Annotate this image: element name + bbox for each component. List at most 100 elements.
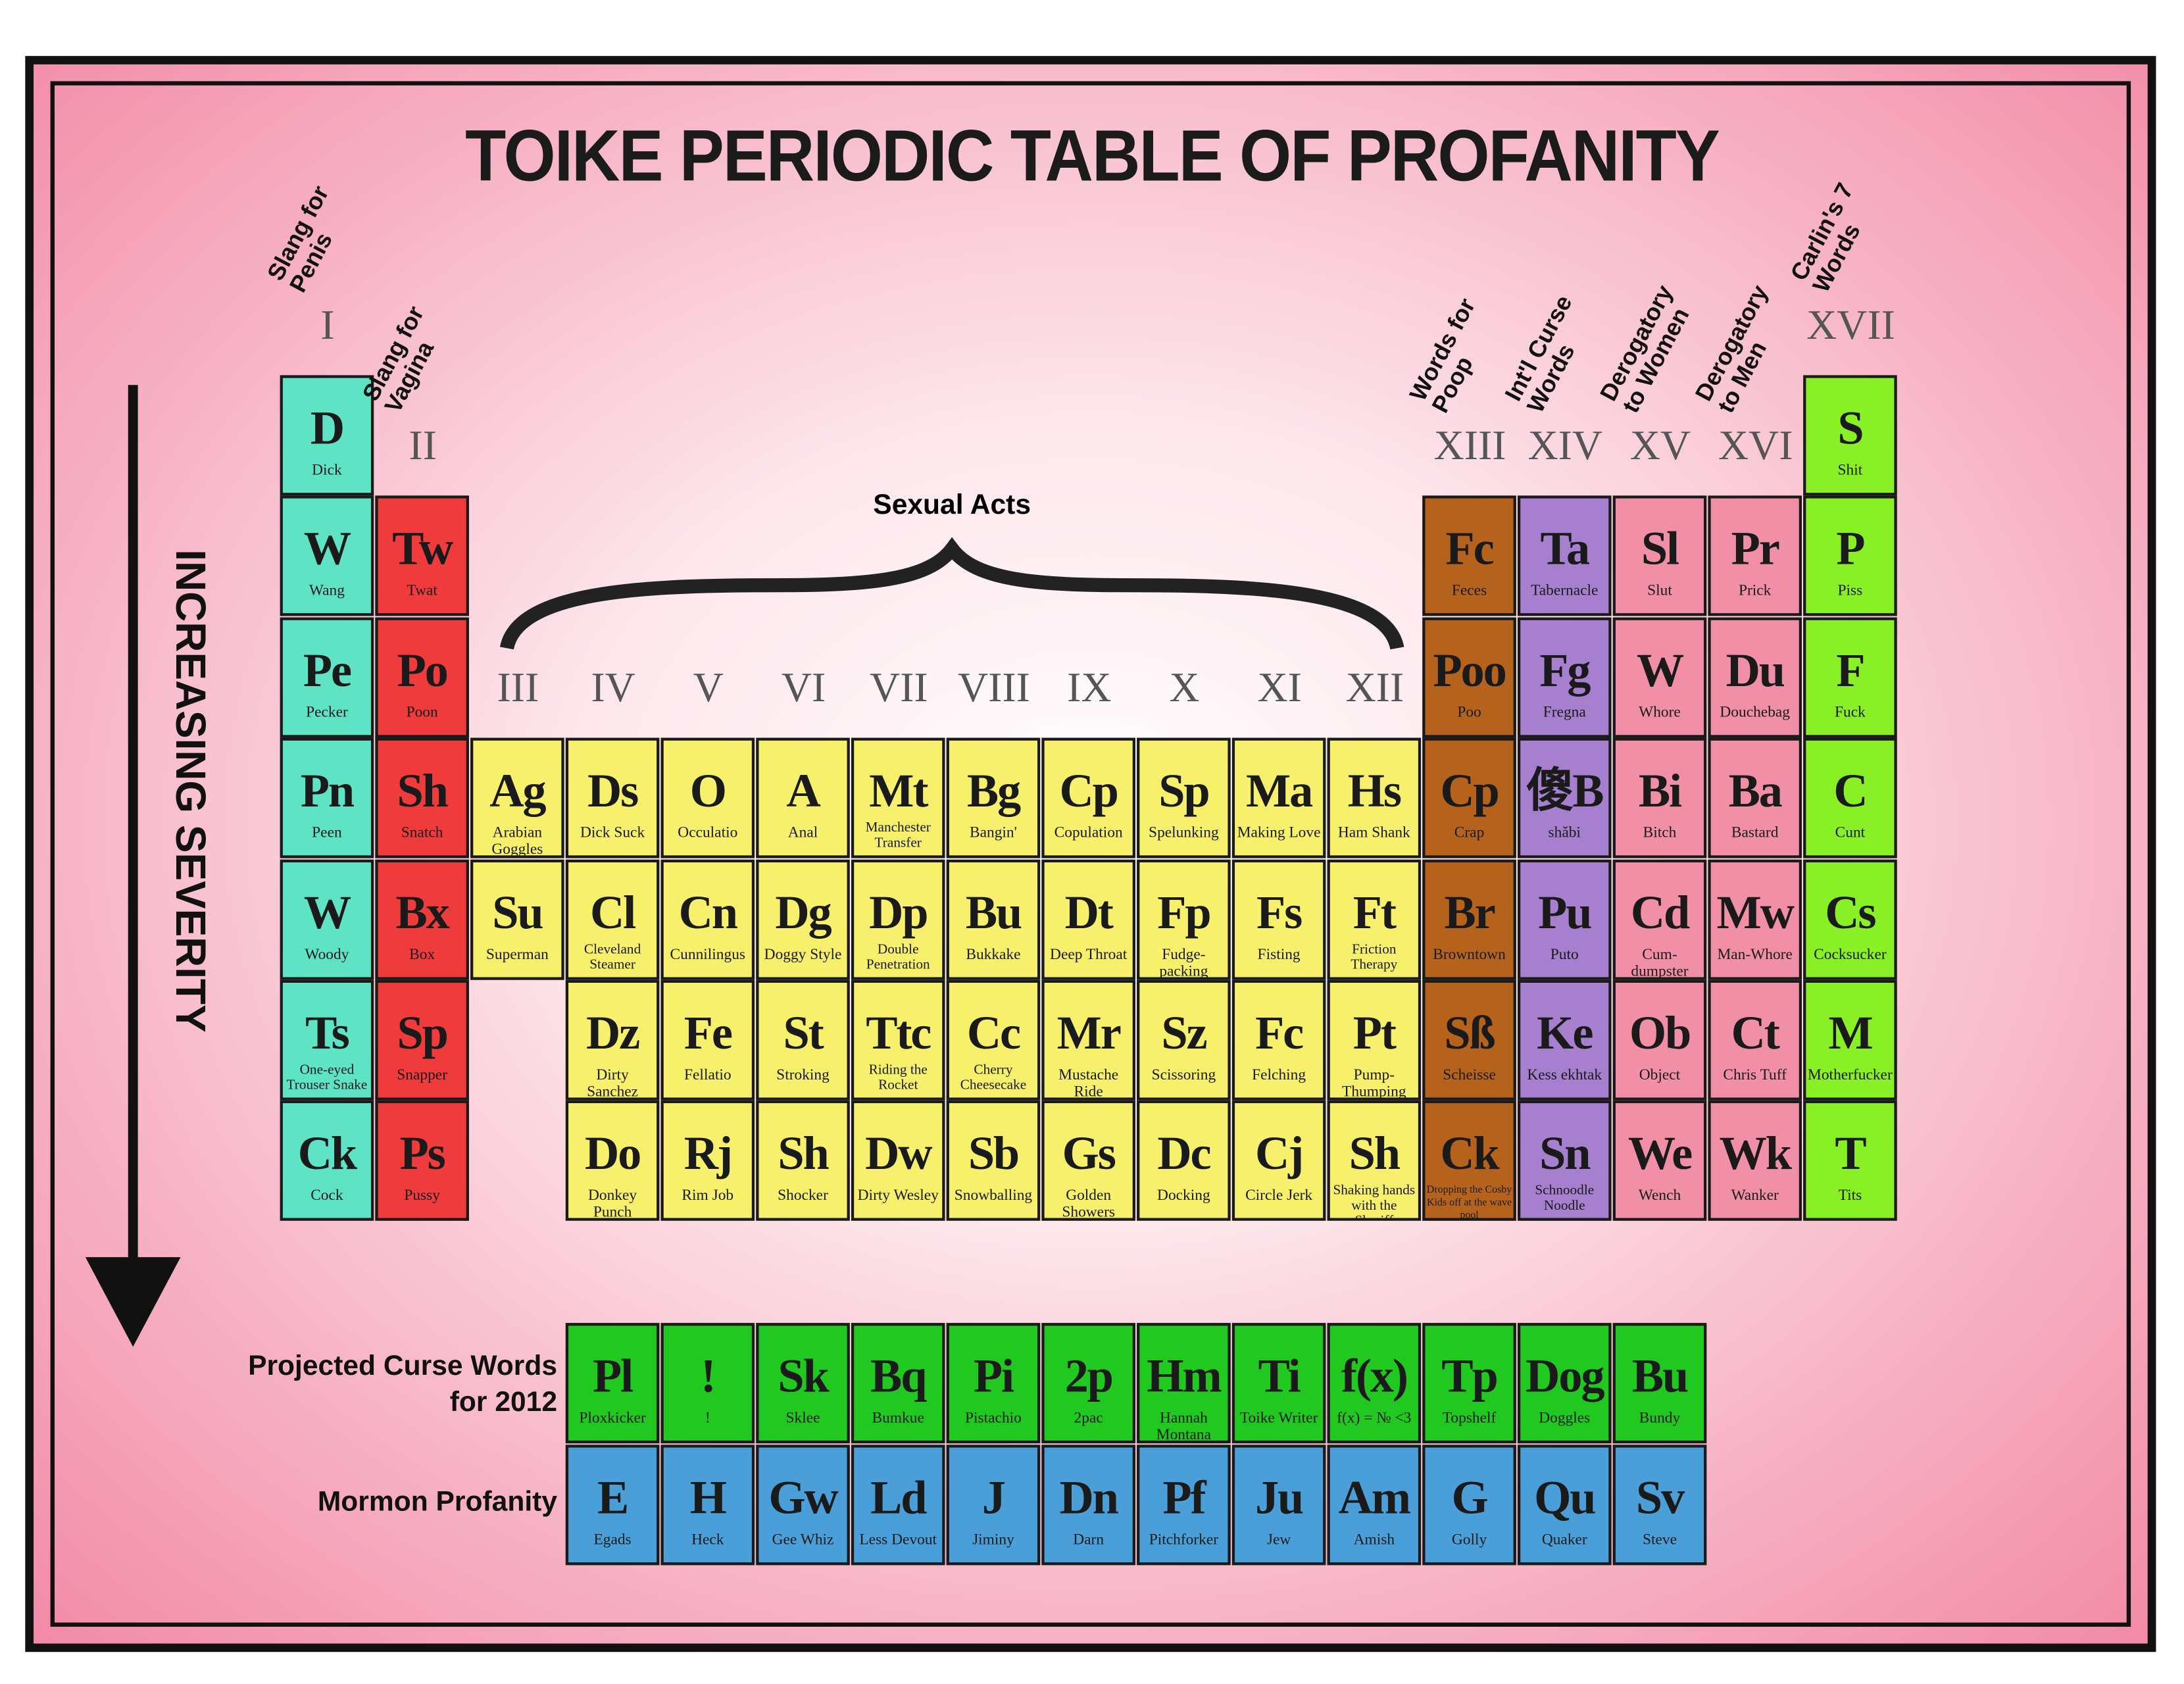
element-symbol: Su: [492, 887, 543, 939]
element-cell: Sh Shocker: [756, 1101, 850, 1222]
group-numeral: XVII: [1806, 302, 1895, 349]
element-name: 2pac: [1074, 1410, 1103, 1427]
element-cell: Sz Scissoring: [1137, 979, 1231, 1101]
element-cell: Sp Spelunking: [1137, 737, 1231, 858]
element-name: One-eyed Trouser Snake: [286, 1062, 368, 1094]
element-cell: Ft Friction Therapy: [1327, 858, 1422, 979]
element-cell: Dp Double Penetration: [851, 858, 945, 979]
element-cell: Ttc Riding the Rocket: [851, 979, 945, 1101]
element-name: Friction Therapy: [1351, 941, 1398, 973]
element-name: Quaker: [1541, 1531, 1587, 1548]
element-cell: Cs Cocksucker: [1803, 858, 1897, 979]
element-symbol: Cp: [1440, 766, 1499, 818]
element-cell: Dz Dirty Sanchez: [565, 979, 660, 1101]
element-cell: Ma Making Love: [1231, 737, 1326, 858]
element-symbol: Mw: [1716, 887, 1795, 939]
element-name: Doggles: [1539, 1410, 1591, 1427]
element-cell: Po Poon: [375, 617, 469, 738]
element-name: Man-Whore: [1717, 945, 1793, 963]
element-cell: We Wench: [1612, 1101, 1707, 1222]
element-name: Peen: [312, 824, 342, 842]
element-symbol: Cd: [1630, 887, 1690, 939]
element-name: Bukkake: [966, 945, 1021, 963]
element-cell: Mt Manchester Transfer: [851, 737, 945, 858]
element-symbol: Sv: [1635, 1472, 1685, 1525]
element-cell: Ps Pussy: [375, 1101, 469, 1222]
element-cell: G Golly: [1422, 1445, 1516, 1566]
element-cell: f(x) f(x) = № <3: [1327, 1323, 1422, 1444]
element-name: Slut: [1647, 583, 1672, 600]
element-name: Piss: [1837, 583, 1863, 600]
element-cell: Ck Cock: [280, 1101, 374, 1222]
element-cell: Sn Schnoodle Noodle: [1517, 1101, 1612, 1222]
element-symbol: Ck: [297, 1129, 357, 1181]
element-name: Douchebag: [1720, 704, 1791, 721]
element-symbol: St: [783, 1008, 824, 1060]
element-name: Cunnilingus: [670, 945, 746, 963]
element-cell: Su Superman: [470, 858, 564, 979]
element-name: Crap: [1454, 824, 1485, 842]
element-symbol: G: [1451, 1472, 1488, 1525]
element-name: Snatch: [401, 824, 443, 842]
element-symbol: Gw: [768, 1472, 838, 1525]
element-name: Fellatio: [684, 1066, 732, 1084]
element-symbol: Ob: [1629, 1008, 1691, 1060]
element-name: !: [705, 1410, 710, 1427]
element-symbol: Dw: [865, 1129, 932, 1181]
element-symbol: W: [303, 887, 351, 939]
element-name: Egads: [593, 1531, 632, 1548]
element-cell: D Dick: [280, 375, 374, 496]
element-symbol: Pn: [300, 766, 355, 818]
element-cell: Bi Bitch: [1612, 737, 1707, 858]
element-name: Cunt: [1835, 824, 1866, 842]
element-symbol: 傻B: [1526, 766, 1604, 818]
element-cell: Sp Snapper: [375, 979, 469, 1101]
element-symbol: Hs: [1347, 766, 1402, 818]
element-symbol: Mt: [869, 766, 928, 818]
element-name: Woody: [305, 945, 349, 963]
group-numeral: XV: [1629, 423, 1691, 470]
group-numeral: XIII: [1433, 423, 1506, 470]
element-cell: Ke Kess ekhtak: [1517, 979, 1612, 1101]
element-symbol: Cl: [590, 887, 636, 939]
element-name: Spelunking: [1149, 824, 1219, 842]
element-symbol: Ta: [1540, 524, 1590, 576]
element-symbol: Sp: [397, 1008, 449, 1060]
element-cell: A Anal: [756, 737, 850, 858]
element-cell: Sk Sklee: [756, 1323, 850, 1444]
element-cell: W Wang: [280, 496, 374, 617]
element-cell: Fs Fisting: [1231, 858, 1326, 979]
element-cell: Sh Snatch: [375, 737, 469, 858]
element-cell: Ti Toike Writer: [1231, 1323, 1326, 1444]
element-name: Wanker: [1731, 1187, 1779, 1205]
element-name: Superman: [485, 945, 549, 963]
element-name: Bitch: [1643, 824, 1677, 842]
group-numeral: X: [1169, 665, 1200, 712]
element-cell: Bu Bundy: [1612, 1323, 1707, 1444]
row-label: Mormon Profanity: [317, 1487, 558, 1518]
element-cell: St Stroking: [756, 979, 850, 1101]
element-name: Wang: [309, 583, 345, 600]
element-name: Scheisse: [1443, 1066, 1496, 1084]
element-cell: Dg Doggy Style: [756, 858, 850, 979]
group-numeral: IV: [591, 665, 635, 712]
element-symbol: Ju: [1254, 1472, 1304, 1525]
severity-label: INCREASING SEVERITY: [166, 549, 213, 1033]
element-name: Pitchforker: [1149, 1531, 1219, 1548]
element-name: Puto: [1550, 945, 1579, 963]
element-cell: W Whore: [1612, 617, 1707, 738]
element-cell: Dt Deep Throat: [1041, 858, 1135, 979]
element-name: Gee Whiz: [772, 1531, 834, 1548]
element-name: Cleveland Steamer: [583, 941, 641, 973]
element-symbol: Fe: [683, 1008, 733, 1060]
element-name: Pussy: [404, 1187, 440, 1205]
element-symbol: Fg: [1539, 645, 1591, 697]
element-cell: Pr Prick: [1708, 496, 1802, 617]
element-cell: Pl Ploxkicker: [565, 1323, 660, 1444]
element-symbol: M: [1828, 1008, 1873, 1060]
element-name: Ham Shank: [1337, 824, 1410, 842]
severity-arrow-head: [85, 1257, 181, 1347]
element-symbol: f(x): [1341, 1350, 1408, 1403]
element-symbol: E: [597, 1472, 629, 1525]
element-symbol: Po: [397, 645, 449, 697]
